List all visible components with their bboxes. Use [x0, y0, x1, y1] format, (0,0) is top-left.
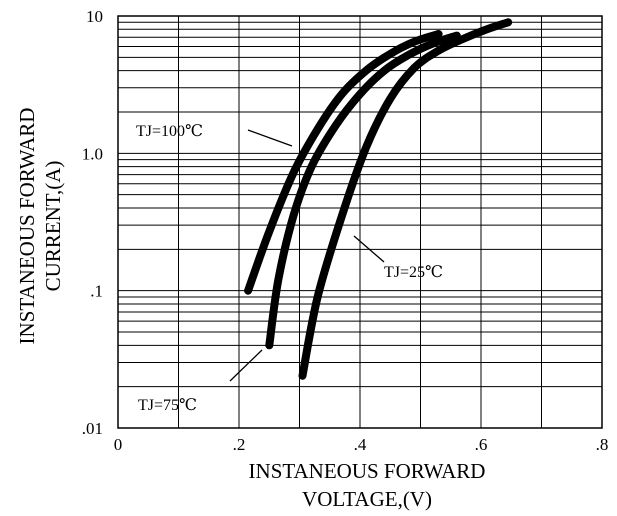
y-tick-label: .01 — [82, 419, 103, 438]
annotation-leader-line — [229, 349, 263, 382]
x-tick-label: .8 — [596, 435, 609, 454]
y-axis-title-line-2: CURRENT,(A) — [41, 161, 65, 292]
series-group — [244, 18, 513, 380]
series-line-2 — [298, 18, 513, 380]
series-line-1 — [265, 31, 461, 350]
x-tick-label: .6 — [475, 435, 488, 454]
x-axis-title-line-1: INSTANEOUS FORWARD — [249, 459, 486, 483]
x-axis-title-line-2: VOLTAGE,(V) — [302, 487, 432, 511]
y-tick-label: 1.0 — [82, 144, 103, 163]
annotation-leader-line — [247, 129, 293, 147]
x-tick-label: .2 — [233, 435, 246, 454]
y-axis-title-line-1: INSTANEOUS FORWARD — [15, 108, 39, 345]
y-tick-label: .1 — [90, 282, 103, 301]
annotation-label: TJ=75℃ — [138, 397, 197, 414]
annotations: TJ=100℃ TJ=75℃ TJ=25℃ — [136, 123, 443, 414]
plot-frame — [117, 15, 603, 429]
x-tick-label: .4 — [354, 435, 367, 454]
annotation-label: TJ=100℃ — [136, 123, 203, 140]
y-tick-label: 10 — [86, 7, 103, 26]
series-line-0 — [244, 30, 443, 295]
annotation-leader-line — [353, 235, 385, 263]
tick-labels: 0 .2 .4 .6 .8 .01 .1 1.0 10 — [82, 7, 609, 454]
x-tick-label: 0 — [114, 435, 123, 454]
annotation-label: TJ=25℃ — [384, 264, 443, 281]
x-axis-title: INSTANEOUS FORWARD VOLTAGE,(V) — [249, 459, 486, 511]
y-axis-title: INSTANEOUS FORWARD CURRENT,(A) — [15, 108, 65, 345]
